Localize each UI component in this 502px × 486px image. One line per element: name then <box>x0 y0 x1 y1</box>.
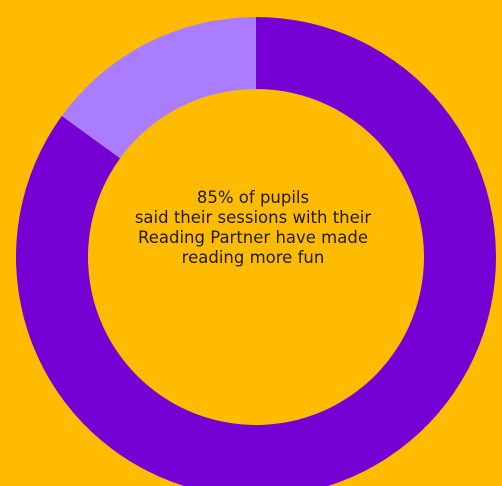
donut-slices <box>16 17 496 486</box>
center-label-line-1: 85% of pupils <box>196 188 310 207</box>
center-label: 85% of pupils said their sessions with t… <box>91 188 415 268</box>
slice-fun <box>16 17 496 486</box>
center-label-line-2: said their sessions with their <box>134 208 372 227</box>
center-label-line-3: Reading Partner have made <box>138 228 368 247</box>
center-label-line-4: reading more fun <box>181 248 325 267</box>
slice-other <box>61 17 256 159</box>
